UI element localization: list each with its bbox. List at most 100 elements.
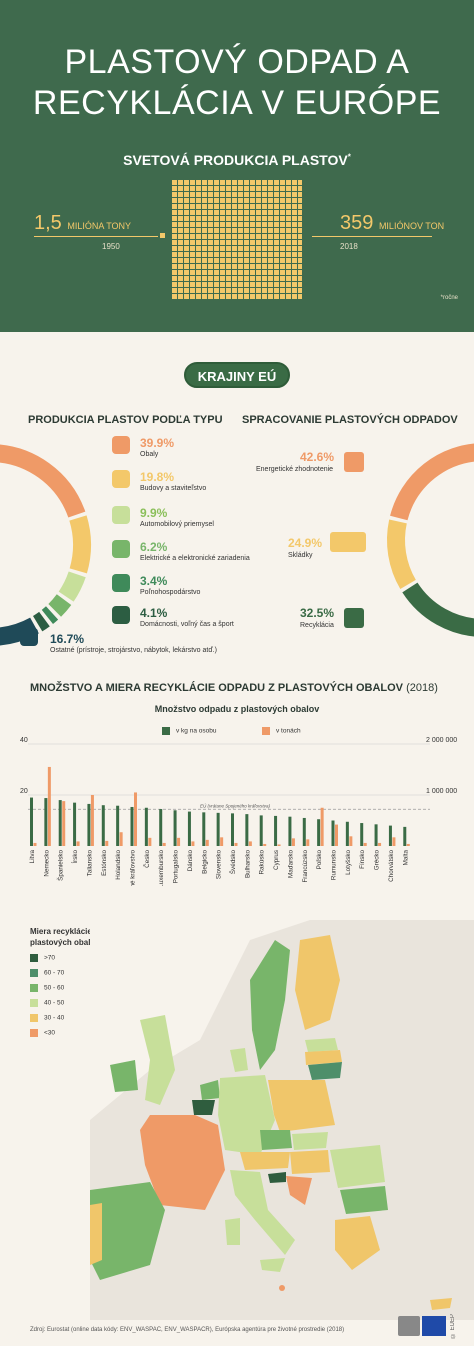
grid-cell (286, 186, 291, 191)
grid-cell (250, 270, 255, 275)
bar-tons-24 (378, 842, 382, 846)
grid-cell (244, 264, 249, 269)
left-production-value: 1,5 MILIÓNA TONY (34, 212, 131, 235)
bottle-icon (112, 436, 130, 454)
grid-cell (196, 210, 201, 215)
bar-kg-22 (345, 821, 349, 846)
grid-cell (178, 252, 183, 257)
grid-cell (250, 258, 255, 263)
bar-tons-4 (90, 795, 94, 846)
grid-cell (178, 276, 183, 281)
hero-section: PLASTOVÝ ODPAD A RECYKLÁCIA V EURÓPE SVE… (0, 0, 474, 332)
grid-cell (244, 234, 249, 239)
production-pct-5: 4.1% (140, 606, 168, 620)
grid-cell (250, 252, 255, 257)
production-label-3: Elektrické a elektronické zariadenia (140, 555, 250, 562)
grid-cell (208, 252, 213, 257)
grid-cell (184, 180, 189, 185)
grid-cell (226, 240, 231, 245)
grid-cell (250, 192, 255, 197)
grid-cell (184, 204, 189, 209)
map-legend-item-2: 50 - 60 (30, 984, 64, 992)
grid-cell (232, 240, 237, 245)
grid-cell (244, 252, 249, 257)
grid-cell (220, 192, 225, 197)
donut-segment-2 (58, 571, 86, 602)
category-label-19: Francúzsko (302, 850, 309, 883)
grid-cell (250, 186, 255, 191)
map-legend-swatch (30, 954, 38, 962)
map-legend-swatch (30, 999, 38, 1007)
country-sardinia (225, 1218, 240, 1245)
grid-cell (286, 222, 291, 227)
grid-cell (250, 294, 255, 299)
grid-cell (244, 198, 249, 203)
grid-cell (208, 234, 213, 239)
grid-cell (298, 210, 302, 215)
bar-kg-21 (331, 820, 335, 846)
grid-cell (190, 246, 195, 251)
chair-icon (112, 606, 130, 624)
grid-cell (274, 246, 279, 251)
grid-cell (190, 198, 195, 203)
grid-cell (172, 234, 177, 239)
grid-cell (220, 288, 225, 293)
grid-cell (202, 258, 207, 263)
grid-cell (256, 186, 261, 191)
grid-cell (274, 276, 279, 281)
country-uk (140, 1015, 175, 1105)
grid-cell (214, 222, 219, 227)
bar-kg-26 (403, 826, 407, 846)
grid-cell (178, 204, 183, 209)
grid-cell (190, 210, 195, 215)
grid-cell (220, 294, 225, 299)
category-label-23: Fínsko (359, 850, 366, 869)
grid-cell (190, 186, 195, 191)
grid-cell (256, 294, 261, 299)
legend-kg-label: v kg na osobu (176, 727, 217, 735)
bar-tons-19 (306, 839, 310, 846)
left-value: 1,5 (34, 212, 62, 234)
grid-cell (220, 222, 225, 227)
grid-cell (280, 210, 285, 215)
grid-cell (226, 246, 231, 251)
grid-cell (202, 294, 207, 299)
bar-kg-25 (388, 825, 392, 846)
grid-cell (178, 264, 183, 269)
category-label-11: Dánsko (187, 850, 194, 872)
bar-tons-18 (291, 838, 295, 846)
grid-cell (202, 222, 207, 227)
left-tick-1: 20 (20, 788, 28, 795)
grid-cell (292, 204, 297, 209)
grid-cell (196, 294, 201, 299)
grid-cell (232, 246, 237, 251)
grid-cell (232, 180, 237, 185)
grid-cell (178, 294, 183, 299)
grid-cell (244, 216, 249, 221)
grid-cell (286, 282, 291, 287)
grid-cell (286, 210, 291, 215)
grid-cell (184, 294, 189, 299)
category-label-7: Spojené kráľovstvo (130, 850, 137, 886)
grid-cell (178, 228, 183, 233)
grid-cell (274, 228, 279, 233)
right-tick-1: 1 000 000 (426, 788, 457, 795)
country-portugal (90, 1203, 102, 1265)
production-grid (172, 180, 302, 299)
category-label-4: Taliansko (86, 850, 93, 877)
grid-cell (292, 246, 297, 251)
grid-cell (196, 228, 201, 233)
grid-cell (244, 240, 249, 245)
grid-cell (274, 234, 279, 239)
legend-kg: v kg na osobu (162, 727, 216, 735)
grid-cell (202, 192, 207, 197)
grid-cell (298, 240, 302, 245)
donut-segment-4 (41, 606, 59, 624)
grid-cell (202, 240, 207, 245)
grid-cell (208, 246, 213, 251)
source-text: Zdroj: Eurostat (online data kódy: ENV_W… (30, 1327, 345, 1333)
grid-cell (220, 258, 225, 263)
bar-kg-9 (159, 809, 163, 846)
map-legend-swatch (30, 984, 38, 992)
subtitle-text: SVETOVÁ PRODUKCIA PLASTOV (123, 152, 348, 168)
